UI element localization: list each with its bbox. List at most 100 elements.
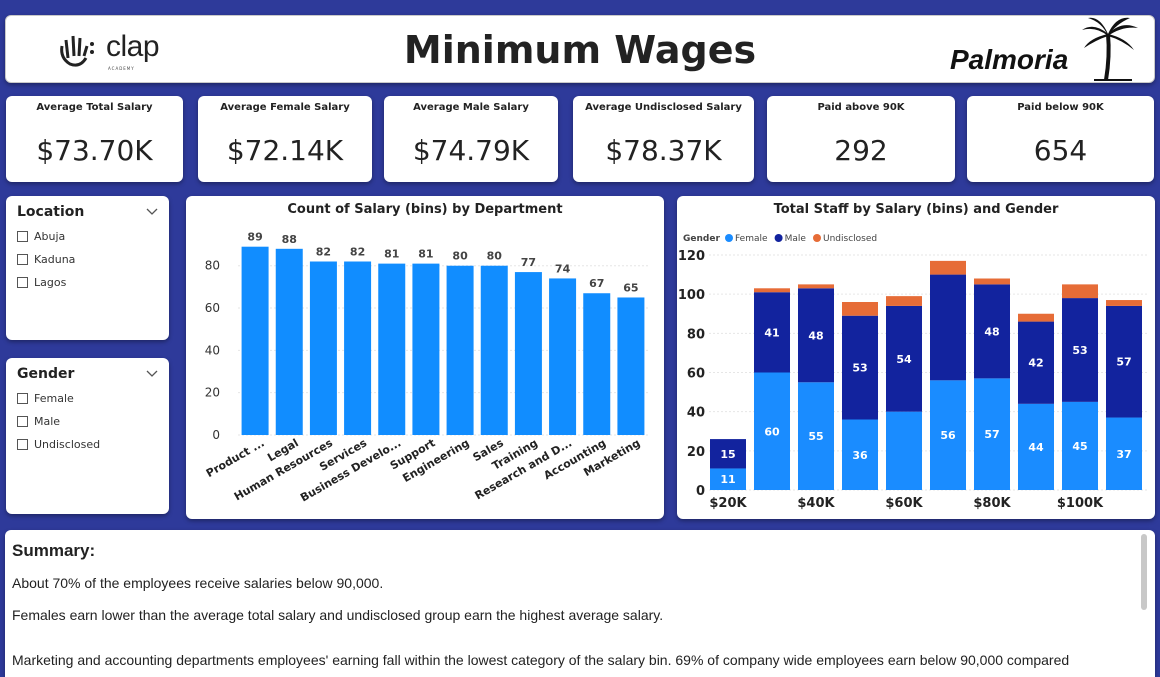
legend-marker[interactable] [725,234,733,242]
kpi-value: $74.79K [412,134,530,167]
data-label: 81 [418,248,433,261]
kpi-value: $73.70K [36,134,153,167]
location-option-kaduna[interactable]: Kaduna [17,253,75,266]
stacked-bar-segment[interactable] [1018,313,1054,322]
gender-option-undisclosed[interactable]: Undisclosed [17,438,100,451]
y-tick-label: 120 [678,249,705,264]
checkbox[interactable] [17,231,28,242]
stacked-bar-segment[interactable] [1106,300,1142,306]
checkbox[interactable] [17,254,28,265]
stacked-bar-segment[interactable] [1106,305,1142,418]
stacked-bar-segment[interactable] [842,302,878,316]
stacked-bar-segment[interactable] [974,278,1010,285]
bar[interactable] [309,261,337,435]
slicer-title: Gender [17,366,75,382]
kpi-label: Average Undisclosed Salary [585,102,742,113]
checkbox[interactable] [17,277,28,288]
y-tick-label: 100 [678,288,705,303]
stacked-bar-segment[interactable] [974,284,1010,379]
bar[interactable] [412,263,440,435]
option-label: Undisclosed [34,438,101,451]
y-tick-label: 60 [205,301,220,315]
location-option-lagos[interactable]: Lagos [17,276,66,289]
bar[interactable] [480,265,508,435]
stacked-bar-segment[interactable] [930,380,966,490]
gender-option-female[interactable]: Female [17,392,74,405]
gender-stacked-chart: Total Staff by Salary (bins) and Gender … [677,196,1155,519]
chevron-down-icon[interactable] [145,204,159,218]
stacked-bar-segment[interactable] [842,419,878,491]
summary-line: Marketing and accounting departments emp… [12,652,1070,668]
kpi-average-total-salary: Average Total Salary $73.70K [6,96,183,182]
stacked-bar-segment[interactable] [754,288,790,293]
data-label: 89 [247,231,262,244]
data-label: 53 [1072,344,1087,357]
bar[interactable] [241,246,269,435]
location-slicer: Location Abuja Kaduna Lagos [6,196,169,340]
kpi-average-undisclosed-salary: Average Undisclosed Salary $78.37K [573,96,754,182]
bar[interactable] [344,261,372,435]
stacked-bar-segment[interactable] [798,382,834,490]
gender-option-male[interactable]: Male [17,415,60,428]
y-tick-label: 40 [687,406,705,421]
bar[interactable] [549,278,577,435]
y-tick-label: 80 [687,327,705,342]
bar[interactable] [514,272,542,435]
legend-marker[interactable] [774,234,783,242]
bar[interactable] [617,297,645,435]
kpi-paid-below-90k: Paid below 90K 654 [967,96,1154,182]
summary-line: About 70% of the employees receive salar… [12,575,384,591]
location-option-abuja[interactable]: Abuja [17,230,65,243]
stacked-bar-segment[interactable] [1062,401,1098,490]
chart-title: Total Staff by Salary (bins) and Gender [773,202,1059,217]
stacked-bar-segment[interactable] [710,468,746,490]
data-label: 57 [984,428,999,441]
stacked-bar-segment[interactable] [1062,284,1098,299]
stacked-bar-segment[interactable] [1062,298,1098,402]
data-label: 77 [521,256,536,269]
legend-entry[interactable]: Male [785,234,807,244]
legend-marker[interactable] [813,234,821,242]
bar[interactable] [378,263,406,435]
stacked-bar-segment[interactable] [754,372,790,491]
kpi-label: Average Total Salary [36,102,153,113]
checkbox[interactable] [17,439,28,450]
summary-scrollbar[interactable] [1141,534,1147,610]
x-tick-label: $80K [973,496,1011,511]
stacked-bar-segment[interactable] [930,260,966,275]
legend-entry[interactable]: Female [735,234,768,244]
option-label: Lagos [34,276,67,289]
x-tick-label: $60K [885,496,923,511]
stacked-bar-segment[interactable] [710,439,746,469]
y-tick-label: 0 [212,428,220,442]
data-label: 80 [452,250,468,263]
data-label: 81 [384,248,399,261]
hand-logo-icon [60,35,94,67]
stacked-bar-segment[interactable] [886,296,922,306]
y-tick-label: 20 [687,445,705,460]
stacked-bar-segment[interactable] [842,315,878,420]
stacked-bar-segment[interactable] [754,292,790,373]
checkbox[interactable] [17,416,28,427]
bar[interactable] [275,248,303,435]
stacked-bar-segment[interactable] [798,284,834,289]
stacked-bar-segment[interactable] [974,378,1010,490]
kpi-value: $78.37K [605,134,722,167]
bar[interactable] [583,293,611,435]
data-label: 80 [487,250,503,263]
stacked-bar-segment[interactable] [1018,403,1054,490]
stacked-bar-segment[interactable] [930,274,966,381]
chevron-down-icon[interactable] [145,366,159,380]
kpi-label: Average Male Salary [413,102,529,113]
stacked-bar-segment[interactable] [1106,417,1142,490]
bar[interactable] [446,265,474,435]
kpi-label: Paid above 90K [817,102,905,113]
stacked-bar-segment[interactable] [798,288,834,383]
legend-entry[interactable]: Undisclosed [823,234,877,244]
stacked-bar-segment[interactable] [886,305,922,412]
data-label: 48 [808,329,823,342]
checkbox[interactable] [17,393,28,404]
stacked-bar-segment[interactable] [1018,321,1054,404]
stacked-bar-segment[interactable] [886,411,922,490]
